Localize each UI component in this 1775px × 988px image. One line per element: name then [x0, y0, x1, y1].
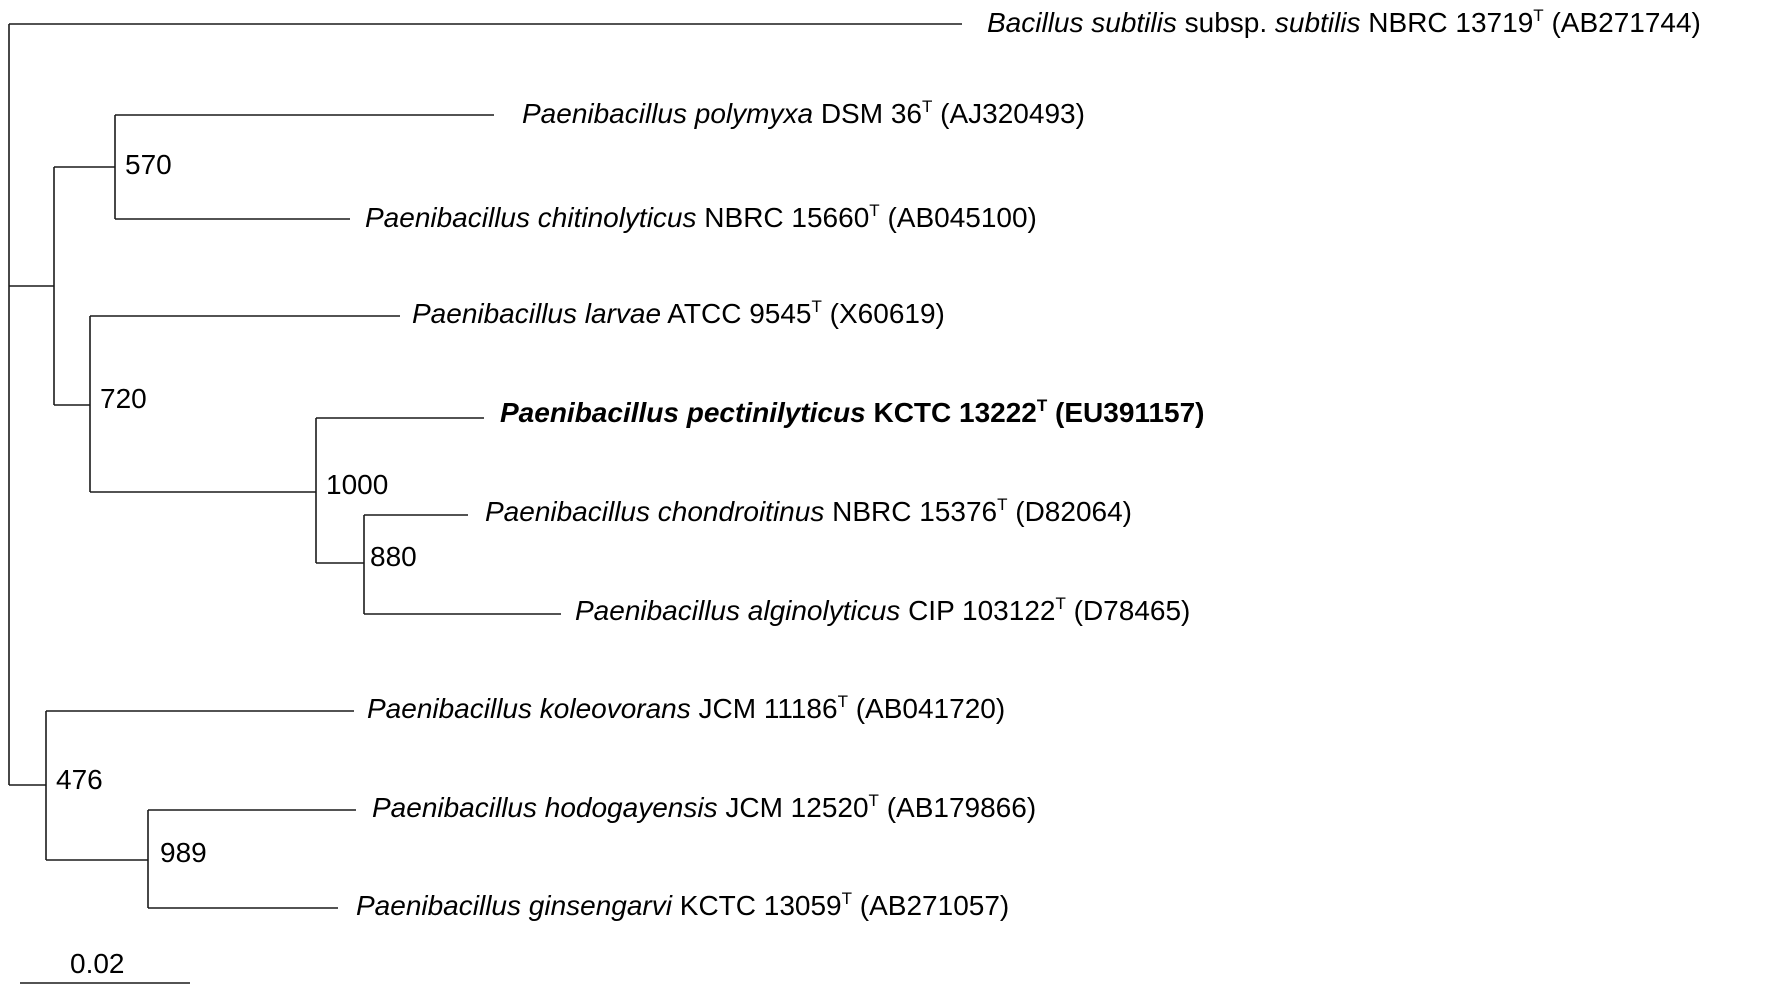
taxon-label: Bacillus subtilis subsp. subtilis NBRC 1… [987, 6, 1701, 38]
bootstrap-value: 1000 [326, 469, 388, 500]
bootstrap-value: 476 [56, 764, 103, 795]
scale-bar-label: 0.02 [70, 948, 125, 979]
bootstrap-value: 880 [370, 541, 417, 572]
taxon-label: Paenibacillus koleovorans JCM 11186T (AB… [367, 692, 1005, 724]
bootstrap-value: 570 [125, 149, 172, 180]
taxon-label: Paenibacillus pectinilyticus KCTC 13222T… [500, 396, 1204, 428]
bootstrap-value: 989 [160, 837, 207, 868]
taxon-label: Paenibacillus alginolyticus CIP 103122T … [575, 594, 1190, 626]
taxon-labels: Bacillus subtilis subsp. subtilis NBRC 1… [356, 6, 1701, 921]
taxon-label: Paenibacillus chondroitinus NBRC 15376T … [485, 495, 1132, 527]
bootstrap-value: 720 [100, 383, 147, 414]
taxon-label: Paenibacillus chitinolyticus NBRC 15660T… [365, 201, 1037, 233]
taxon-label: Paenibacillus larvae ATCC 9545T (X60619) [412, 297, 945, 329]
taxon-label: Paenibacillus ginsengarvi KCTC 13059T (A… [356, 889, 1009, 921]
tree-branches [8, 23, 962, 909]
bootstrap-values: 570 720 1000 880 476 989 [56, 149, 417, 868]
taxon-label: Paenibacillus hodogayensis JCM 12520T (A… [372, 791, 1036, 823]
taxon-label: Paenibacillus polymyxa DSM 36T (AJ320493… [522, 97, 1085, 129]
scale-bar: 0.02 [20, 948, 190, 984]
